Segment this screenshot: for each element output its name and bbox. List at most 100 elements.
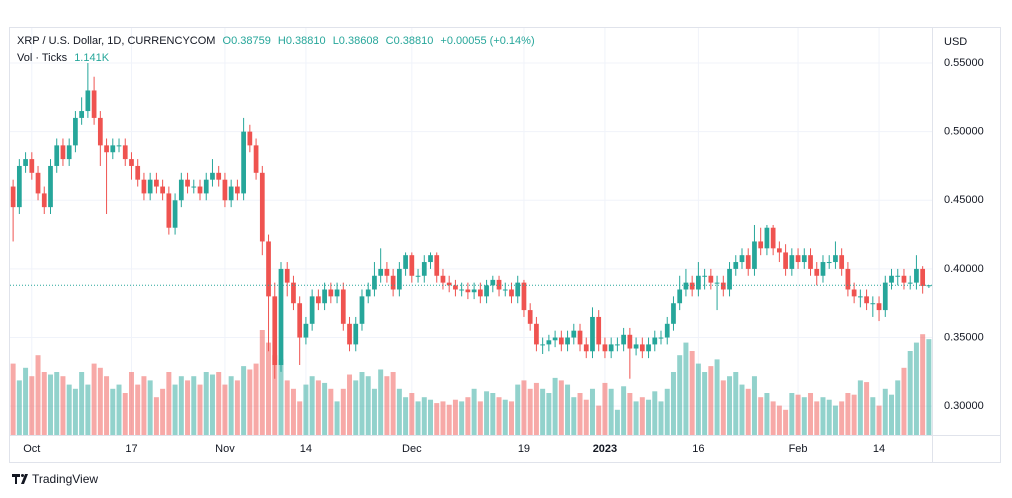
- candle-body: [864, 296, 869, 304]
- candle-body: [876, 303, 882, 311]
- candle-body: [16, 165, 22, 208]
- candle-body: [590, 316, 595, 352]
- candle-body: [60, 145, 66, 160]
- volume-bar: [253, 363, 259, 435]
- candle-body: [409, 255, 415, 276]
- candle-body: [708, 275, 714, 283]
- candle-body: [826, 262, 832, 264]
- candle-body: [353, 323, 359, 345]
- volume-bar: [496, 397, 502, 435]
- candle-body: [272, 296, 278, 365]
- candle-body: [833, 255, 838, 263]
- volume-bar: [689, 351, 695, 435]
- volume-bar: [334, 401, 340, 435]
- volume-bar: [359, 372, 365, 435]
- volume-bar: [328, 388, 334, 435]
- volume-bar: [434, 403, 440, 435]
- candle-body: [646, 344, 651, 352]
- candle-body: [372, 275, 377, 290]
- volume-bar: [776, 405, 782, 435]
- candle-body: [583, 344, 589, 352]
- candle-body: [720, 282, 726, 290]
- volume-bar: [322, 382, 328, 435]
- candle-body: [839, 255, 845, 269]
- volume-bar: [758, 397, 764, 435]
- y-tick-label: 0.45000: [944, 194, 984, 206]
- x-tick-label: 16: [692, 443, 704, 455]
- candle-body: [166, 193, 172, 228]
- candle-body: [658, 337, 664, 339]
- candle-body: [322, 289, 327, 304]
- volume-bar: [371, 388, 377, 435]
- volume-bar: [714, 359, 720, 435]
- candle-body: [278, 268, 284, 365]
- candle-body: [882, 282, 888, 311]
- y-tick-label: 0.50000: [944, 126, 984, 138]
- candle-body: [191, 186, 197, 188]
- candle-body: [259, 172, 265, 242]
- candle-body: [135, 165, 141, 180]
- candle-body: [284, 268, 290, 283]
- candle-body: [664, 323, 670, 338]
- candle-body: [241, 131, 246, 194]
- candle-body: [235, 186, 240, 194]
- volume-bar: [365, 376, 371, 435]
- volume-bar: [241, 366, 247, 435]
- candle-body: [79, 111, 85, 118]
- candle-layer: [10, 63, 932, 379]
- candle-body: [689, 282, 695, 290]
- volume-bar: [66, 384, 72, 435]
- candle-body: [820, 262, 826, 276]
- volume-bar: [727, 376, 733, 435]
- volume-bar: [577, 393, 583, 435]
- volume-bar: [153, 397, 159, 435]
- volume-bar: [801, 397, 807, 435]
- volume-bar: [284, 380, 290, 435]
- volume-bar: [751, 376, 757, 435]
- x-tick-label: 14: [873, 443, 885, 455]
- candle-body: [851, 289, 857, 297]
- volume-bar: [415, 401, 421, 435]
- candle-body: [814, 268, 820, 276]
- candle-body: [297, 303, 303, 338]
- volume-bar: [745, 388, 751, 435]
- candle-body: [446, 282, 452, 286]
- candle-body: [758, 241, 764, 249]
- candle-body: [141, 179, 147, 194]
- candle-body: [309, 296, 315, 324]
- volume-bar: [166, 372, 172, 435]
- volume-bar: [502, 399, 508, 435]
- volume-bar: [596, 405, 602, 435]
- volume-bar: [565, 384, 571, 435]
- volume-bar: [639, 397, 645, 435]
- volume-bar: [783, 409, 789, 435]
- volume-bar: [926, 339, 932, 435]
- candle-body: [23, 159, 28, 166]
- volume-bar: [608, 388, 614, 435]
- candle-body: [639, 344, 645, 352]
- volume-bar: [627, 393, 633, 435]
- volume-bar: [907, 351, 913, 435]
- volume-bar: [378, 369, 384, 435]
- volume-bar: [465, 397, 471, 435]
- candle-body: [857, 296, 863, 298]
- volume-bar: [440, 401, 446, 435]
- candle-body: [316, 296, 321, 304]
- legend-row: XRP / U.S. Dollar, 1D, CURRENCYCOM O0.38…: [17, 35, 535, 47]
- candle-body: [596, 316, 602, 345]
- candle-body: [91, 90, 97, 118]
- volume-bar: [234, 380, 240, 435]
- candle-body: [203, 179, 209, 194]
- volume-bar: [814, 401, 820, 435]
- volume-bar: [695, 363, 701, 435]
- volume-bar: [147, 380, 153, 435]
- volume-bar: [97, 367, 103, 435]
- candle-body: [147, 179, 153, 194]
- volume-bar: [135, 384, 141, 435]
- candle-body: [752, 241, 757, 269]
- candle-body: [471, 289, 477, 293]
- candle-body: [440, 275, 446, 283]
- volume-bar: [889, 394, 894, 435]
- volume-bar: [104, 376, 110, 435]
- ohlc: O0.38759: [222, 35, 271, 47]
